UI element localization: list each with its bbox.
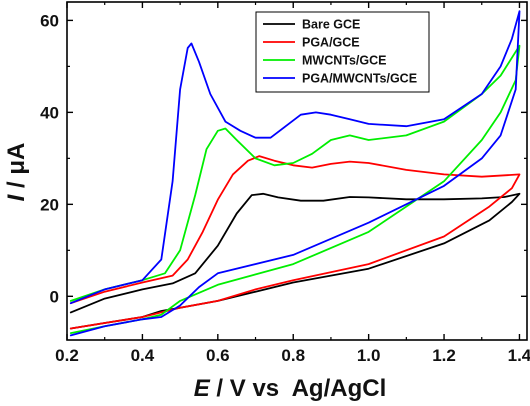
x-axis-title: E / V vs Ag/AgCl	[194, 375, 387, 402]
series-line-1	[69, 155, 521, 330]
y-tick-label: 0	[50, 287, 59, 306]
series-line-2	[69, 44, 521, 334]
legend-label-1: PGA/GCE	[302, 36, 360, 50]
series-layer	[69, 10, 521, 337]
y-tick-label: 40	[40, 103, 59, 122]
x-tick-label: 0.4	[131, 346, 155, 365]
legend-label-2: MWCNTs/GCE	[302, 54, 387, 68]
y-axis-unit: / μA	[3, 143, 30, 195]
plot-frame	[66, 1, 528, 341]
y-axis-symbol: I	[3, 193, 30, 201]
x-tick-label: 0.6	[206, 346, 230, 365]
legend: Bare GCE PGA/GCE MWCNTs/GCE PGA/MWCNTs/GCE	[255, 11, 430, 93]
y-axis-title: I / μA	[3, 143, 30, 202]
x-tick-label: 0.2	[55, 346, 79, 365]
y-tick-label: 60	[40, 11, 59, 30]
x-tick-label: 1.0	[357, 346, 381, 365]
ticks-layer: 0.2 0.4 0.6 0.8 1.0 1.2 1.4 0 20 40 60	[40, 2, 530, 365]
series-line-0	[69, 192, 521, 330]
legend-label-3: PGA/MWCNTs/GCE	[302, 72, 417, 86]
legend-label-0: Bare GCE	[302, 18, 360, 32]
x-tick-label: 1.2	[432, 346, 456, 365]
series-line-3	[69, 10, 521, 337]
x-tick-label: 0.8	[281, 346, 305, 365]
y-tick-label: 20	[40, 195, 59, 214]
x-axis-unit: / V vs Ag/AgCl	[210, 375, 386, 402]
x-axis-symbol: E	[194, 375, 211, 402]
x-tick-label: 1.4	[508, 346, 530, 365]
